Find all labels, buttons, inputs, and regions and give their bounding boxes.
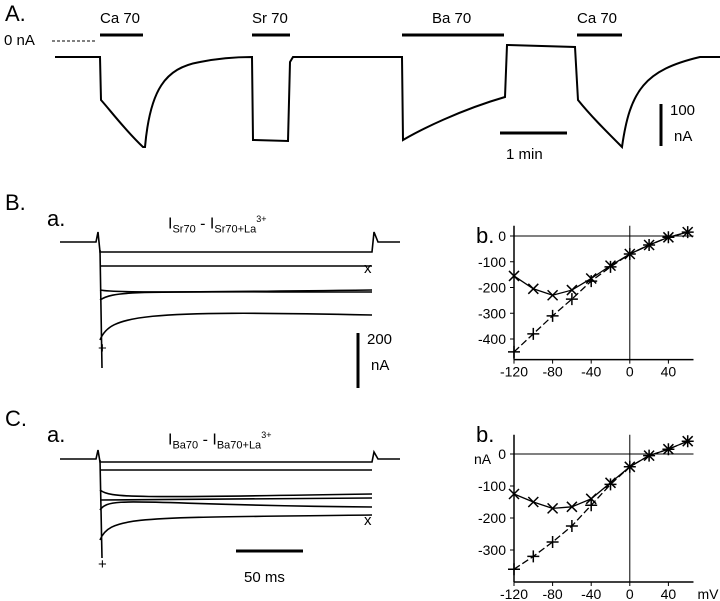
panel-ba-letter: a. <box>47 206 66 231</box>
data-point-x <box>566 501 578 513</box>
series-line <box>513 231 688 353</box>
data-point-plus <box>546 309 559 322</box>
data-point-plus <box>604 478 617 491</box>
data-point-plus <box>662 443 675 456</box>
data-point-plus <box>527 550 540 563</box>
title-sub: Sr70+La <box>214 223 257 236</box>
data-point-plus <box>604 260 617 273</box>
series-line <box>513 231 688 296</box>
scale-na: nA <box>674 128 693 145</box>
label-ca70-2: Ca 70 <box>577 10 618 27</box>
x-tick-label: -80 <box>542 364 562 380</box>
title-i: I <box>209 215 215 233</box>
data-point-x <box>508 488 520 500</box>
series-line <box>513 440 688 570</box>
y-tick-label: -400 <box>478 331 506 347</box>
data-point-plus <box>623 248 636 261</box>
data-point-plus <box>662 231 675 244</box>
panel-cb-letter: b. <box>476 422 495 447</box>
marker-plus-b: + <box>98 340 107 357</box>
title-dash: - <box>195 215 210 233</box>
data-point-x <box>547 289 559 301</box>
data-point-plus <box>508 563 520 576</box>
x-tick-label: -120 <box>500 586 528 601</box>
x-tick-label: 40 <box>661 364 677 380</box>
x-tick-label: -80 <box>542 586 562 601</box>
data-point-plus <box>643 239 656 252</box>
scale-1min: 1 min <box>506 146 543 163</box>
data-point-plus <box>527 327 540 340</box>
data-point-plus <box>585 499 598 512</box>
title-i: I <box>168 431 173 449</box>
data-point-x <box>566 284 578 296</box>
y-tick-label: 0 <box>498 228 506 244</box>
scale-200: 200 <box>367 331 393 348</box>
title-sub: Sr70 <box>172 223 196 236</box>
y-tick-label: -100 <box>478 478 506 494</box>
y-tick-label: -300 <box>478 542 506 558</box>
label-sr70: Sr 70 <box>252 10 288 27</box>
data-point-plus <box>681 435 694 448</box>
title-dash: - <box>198 431 213 449</box>
trace-a <box>55 43 720 150</box>
panel-c-letter: C. <box>5 406 27 431</box>
data-point-plus <box>565 293 578 306</box>
panel-ca-letter: a. <box>47 422 66 447</box>
data-point-x <box>527 283 539 295</box>
data-point-plus <box>585 275 598 288</box>
x-tick-label: -40 <box>581 586 601 601</box>
title-sub: Ba70+La <box>216 439 262 452</box>
panel-bb-letter: b. <box>476 223 495 248</box>
iv-plot-c: -120 -80 -40 0 40 0 -100 -200 -300 mV nA <box>474 434 719 601</box>
data-point-plus <box>546 536 559 548</box>
zero-na-label: 0 nA <box>4 32 35 49</box>
x-axis-label: mV <box>697 586 719 601</box>
data-point-plus <box>681 226 694 239</box>
title-sup: 3+ <box>256 214 267 224</box>
y-tick-label: -200 <box>478 280 506 296</box>
trace-title-c: IBa70 - IBa70+La3+ <box>168 430 271 452</box>
x-tick-label: 0 <box>626 586 634 601</box>
marker-x-b: x <box>364 260 372 277</box>
data-point-plus <box>565 520 578 532</box>
title-sup: 3+ <box>261 430 272 440</box>
panel-a-letter: A. <box>5 1 26 26</box>
y-tick-label: -300 <box>478 305 506 321</box>
data-point-x <box>508 270 520 282</box>
x-tick-label: 40 <box>661 586 677 601</box>
x-tick-label: 0 <box>626 364 634 380</box>
marker-x-c: x <box>364 512 372 529</box>
x-tick-label: -40 <box>581 364 601 380</box>
iv-plot-b: -120 -80 -40 0 400-100-200-300-400 <box>478 225 694 380</box>
trace-title-b: ISr70 - ISr70+La3+ <box>168 214 267 236</box>
y-tick-label: -200 <box>478 510 506 526</box>
marker-plus-c: + <box>98 556 107 573</box>
data-point-plus <box>508 345 520 358</box>
title-i: I <box>212 431 217 449</box>
title-sub: Ba70 <box>172 439 199 452</box>
scale-100: 100 <box>670 102 696 119</box>
series-line <box>513 440 688 510</box>
label-ca70-1: Ca 70 <box>100 10 141 27</box>
data-point-x <box>547 502 559 514</box>
data-point-plus <box>623 460 636 473</box>
x-tick-label: -120 <box>500 364 528 380</box>
title-i: I <box>168 215 173 233</box>
data-point-plus <box>643 449 656 462</box>
y-tick-label: 0 <box>498 446 506 462</box>
label-ba70: Ba 70 <box>432 10 472 27</box>
panel-b-letter: B. <box>5 190 26 215</box>
y-tick-label: -100 <box>478 254 506 270</box>
y-axis-label: nA <box>474 451 492 467</box>
scale-na-b: nA <box>371 357 390 374</box>
scale-50ms: 50 ms <box>244 569 285 586</box>
data-point-x <box>527 496 539 508</box>
